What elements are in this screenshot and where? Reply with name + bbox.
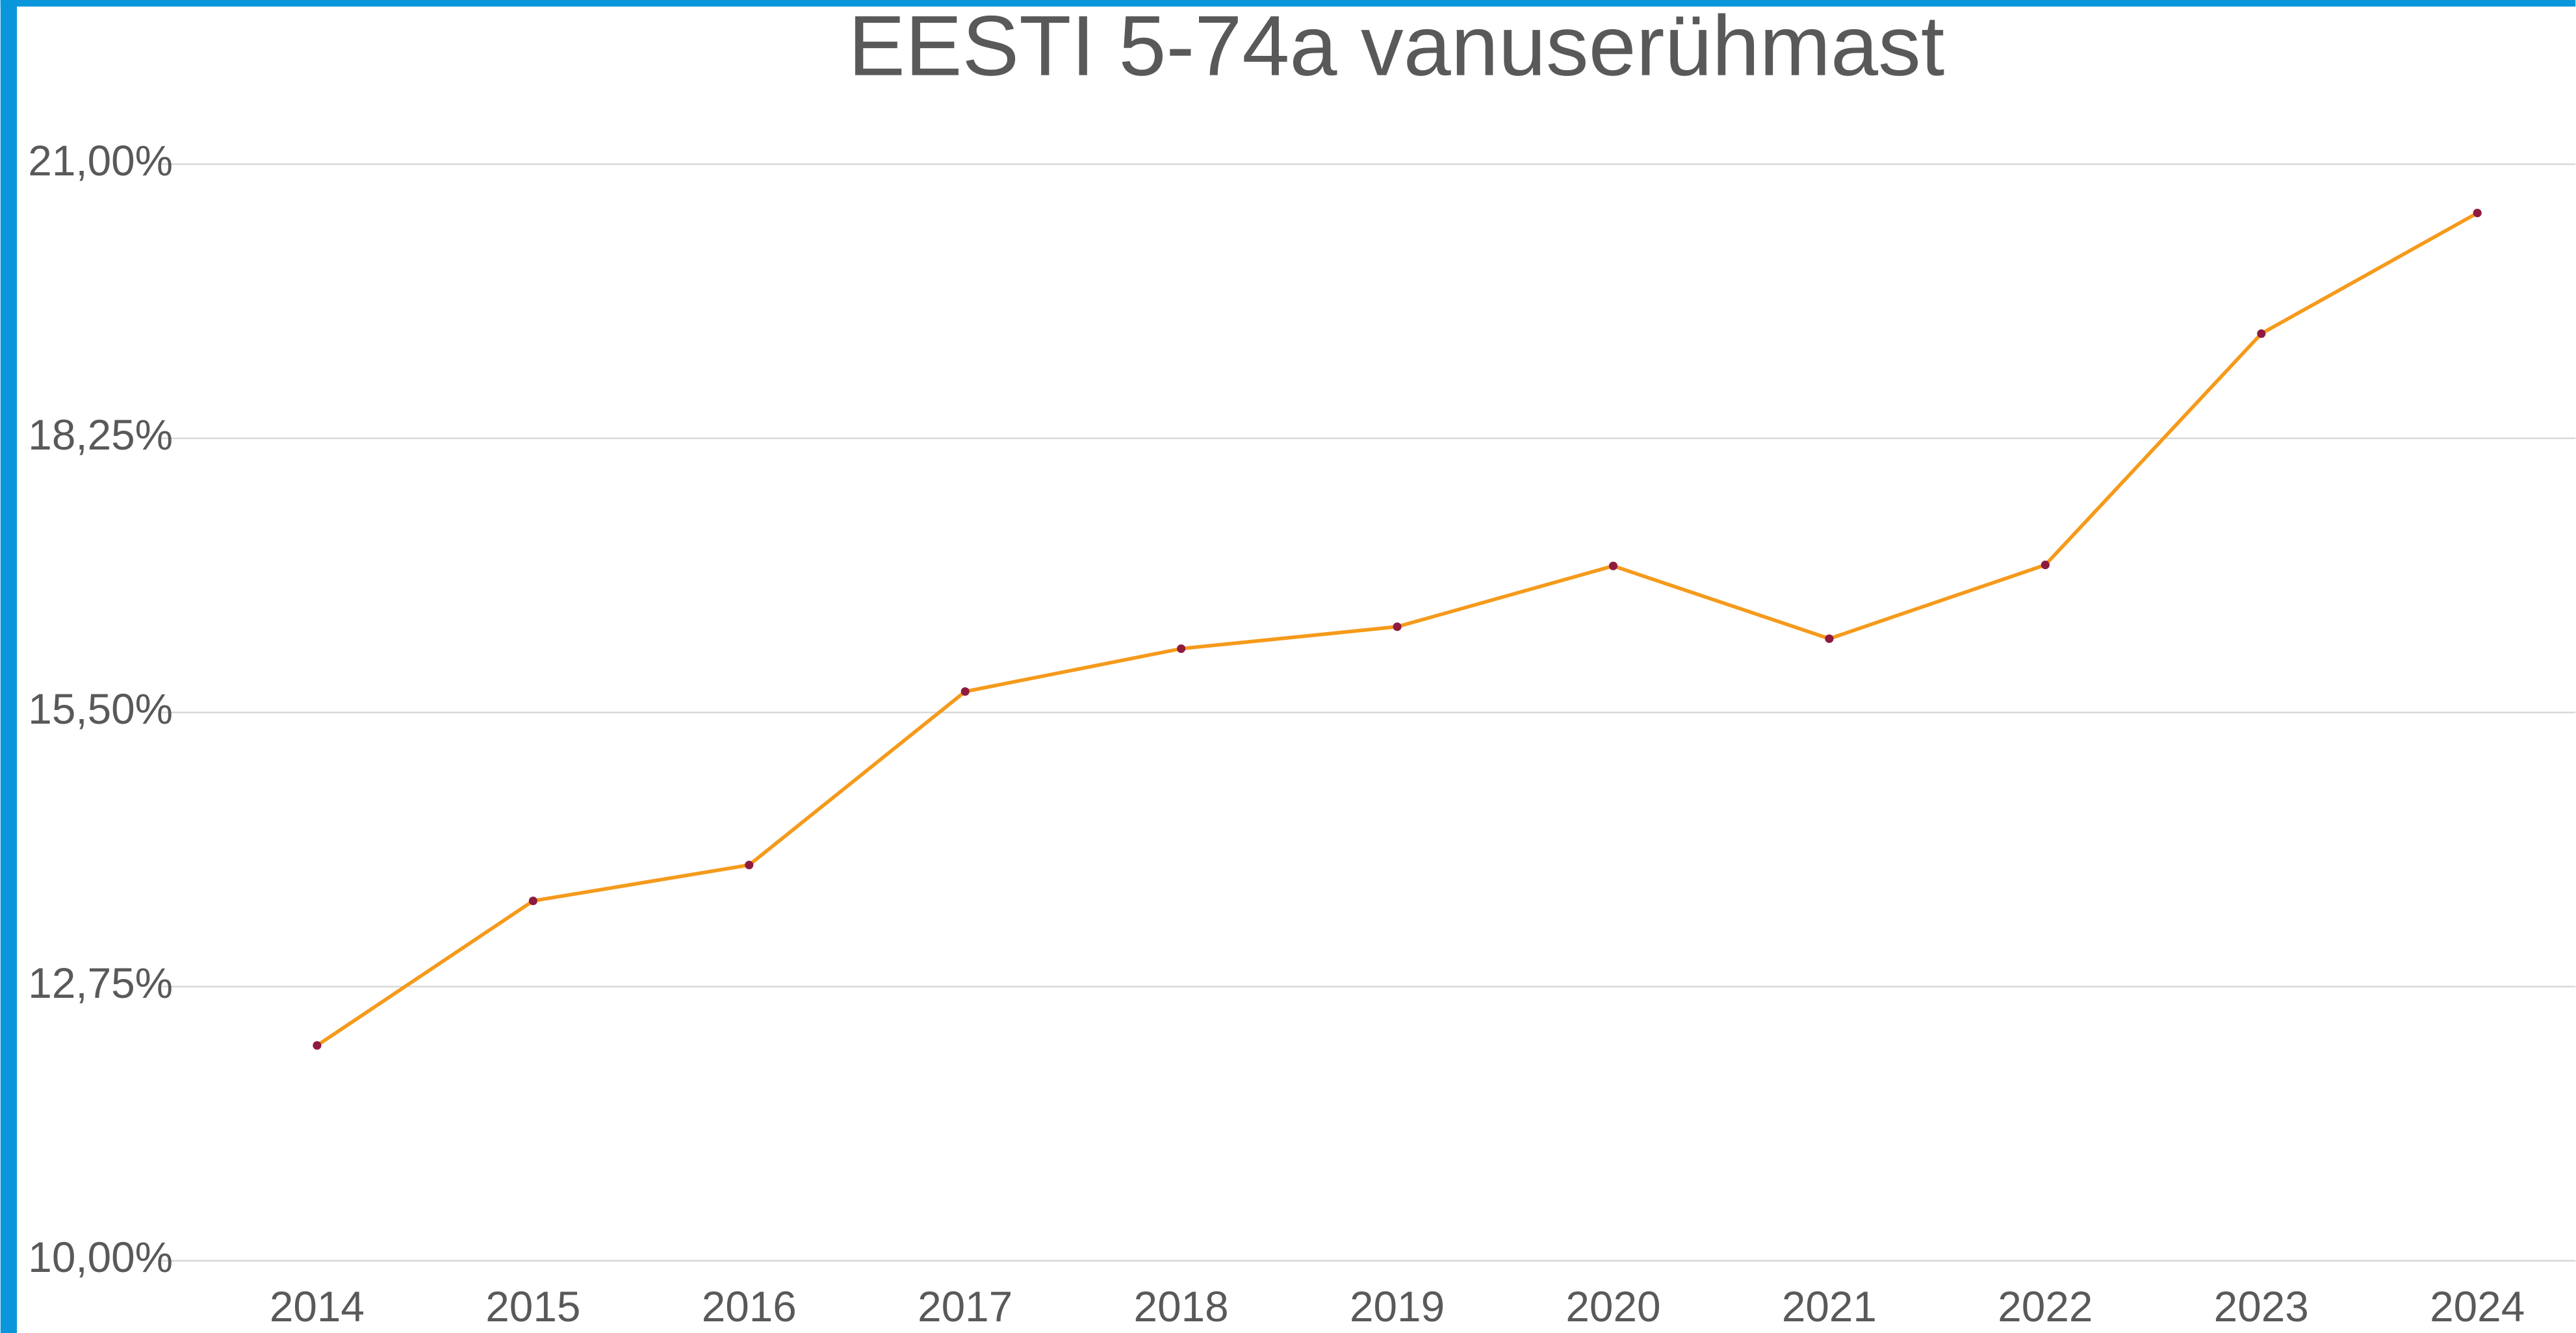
y-tick-label: 21,00% — [28, 137, 173, 184]
x-tick-label: 2018 — [1134, 1283, 1229, 1330]
marker — [1177, 644, 1186, 654]
top-border — [0, 0, 2576, 7]
marker — [2041, 561, 2050, 570]
marker — [1393, 622, 1402, 631]
y-tick-label: 15,50% — [28, 685, 173, 733]
marker — [745, 860, 754, 870]
marker — [313, 1041, 322, 1050]
x-tick-label: 2021 — [1782, 1283, 1877, 1330]
marker — [528, 896, 537, 906]
y-tick-label: 18,25% — [28, 411, 173, 459]
x-tick-label: 2016 — [702, 1283, 797, 1330]
x-tick-label: 2017 — [918, 1283, 1012, 1330]
marker — [2473, 209, 2482, 218]
x-tick-label: 2020 — [1565, 1283, 1660, 1330]
marker — [2257, 329, 2266, 338]
x-tick-label: 2015 — [485, 1283, 580, 1330]
marker — [960, 687, 970, 696]
marker — [1608, 561, 1618, 570]
x-tick-label: 2023 — [2214, 1283, 2309, 1330]
marker — [1825, 634, 1834, 643]
chart-title: EESTI 5-74a vanuserühmast — [848, 0, 1944, 94]
left-border — [0, 0, 18, 1333]
x-tick-label: 2022 — [1998, 1283, 2093, 1330]
y-tick-label: 12,75% — [28, 959, 173, 1007]
x-tick-label: 2024 — [2430, 1283, 2525, 1330]
y-tick-label: 10,00% — [28, 1234, 173, 1281]
x-tick-label: 2019 — [1350, 1283, 1445, 1330]
x-tick-label: 2014 — [270, 1283, 365, 1330]
